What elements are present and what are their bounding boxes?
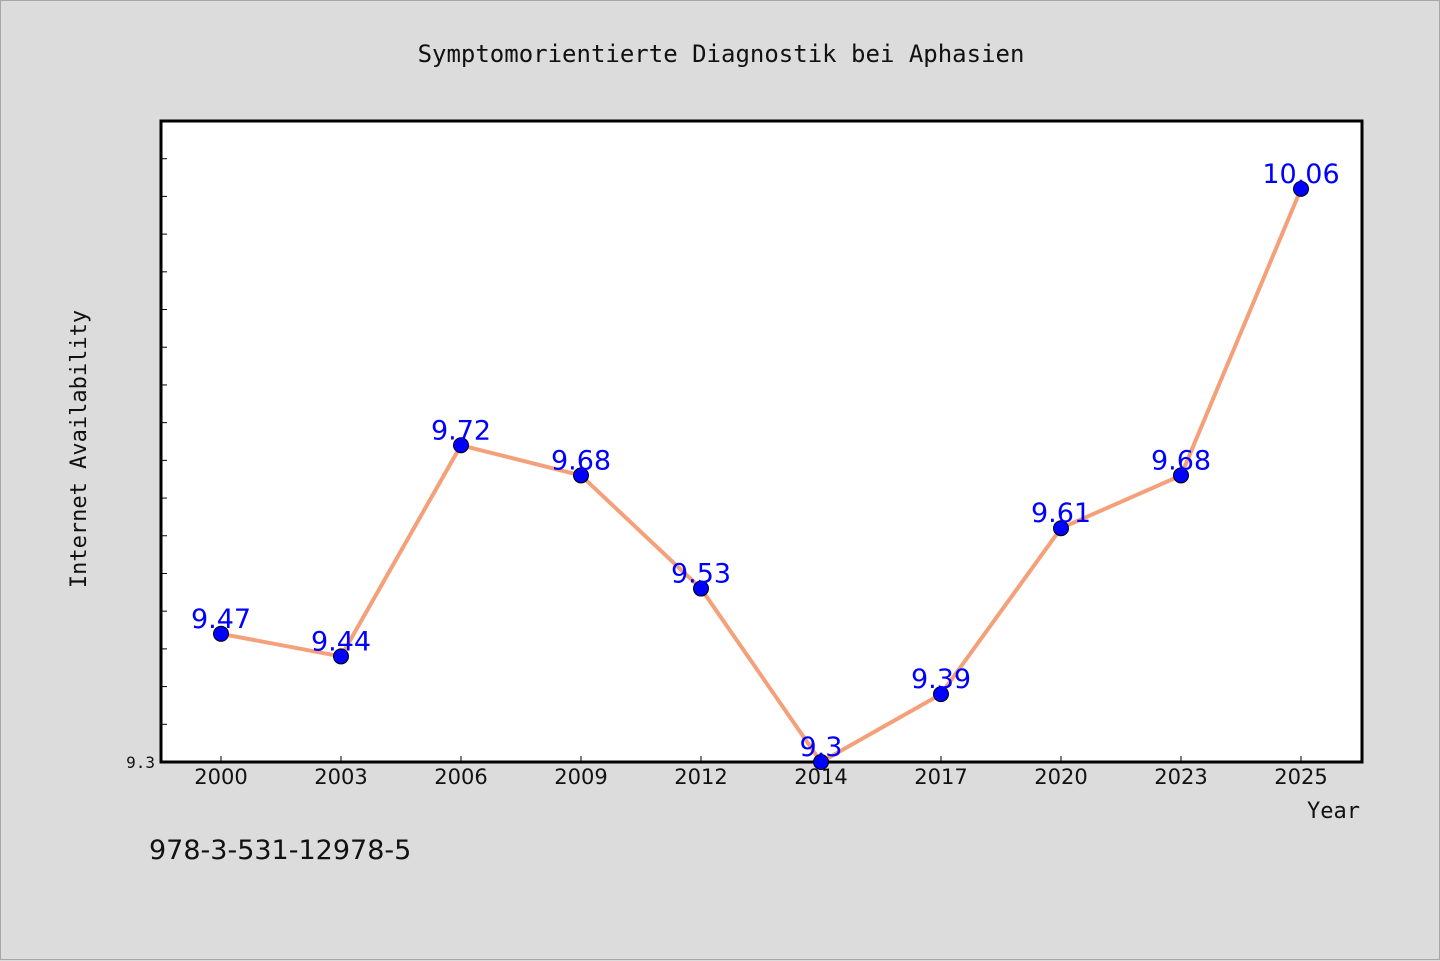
chart-title: Symptomorientierte Diagnostik bei Aphasi… bbox=[418, 40, 1025, 68]
data-label: 9.53 bbox=[671, 559, 731, 590]
data-label: 9.44 bbox=[311, 626, 371, 657]
isbn-text: 978-3-531-12978-5 bbox=[149, 835, 412, 866]
x-tick-label: 2023 bbox=[1154, 765, 1207, 789]
data-point bbox=[333, 648, 349, 665]
data-label: 9.47 bbox=[191, 604, 251, 635]
data-label: 9.68 bbox=[1151, 445, 1211, 476]
x-tick-label: 2020 bbox=[1034, 765, 1087, 789]
x-tick-label: 2003 bbox=[314, 765, 367, 789]
data-point bbox=[1173, 467, 1189, 484]
x-tick-label: 2012 bbox=[674, 765, 727, 789]
data-point bbox=[933, 686, 949, 703]
data-point bbox=[693, 580, 709, 597]
plot-area bbox=[159, 119, 1364, 764]
x-tick-label: 2025 bbox=[1274, 765, 1327, 789]
data-labels: 9.47 9.44 9.72 9.68 9.53 9.3 9.39 9.61 9.68 10.06 bbox=[191, 159, 1340, 763]
data-point bbox=[813, 754, 829, 770]
data-label: 9.39 bbox=[911, 664, 971, 695]
x-tick-label: 2017 bbox=[914, 765, 967, 789]
x-axis-label: Year bbox=[1307, 799, 1360, 824]
data-label: 10.06 bbox=[1262, 159, 1339, 190]
data-label: 9.3 bbox=[800, 732, 843, 763]
data-point bbox=[1053, 520, 1069, 537]
y-axis-label: Internet Availability bbox=[67, 310, 92, 588]
data-label: 9.72 bbox=[431, 415, 491, 446]
x-tick-label: 2000 bbox=[194, 765, 247, 789]
series-line bbox=[219, 186, 1303, 764]
y-tick-label: 9.3 bbox=[126, 753, 155, 772]
data-point bbox=[573, 467, 589, 484]
data-label: 9.68 bbox=[551, 445, 611, 476]
data-point bbox=[213, 625, 229, 642]
data-point bbox=[453, 437, 469, 454]
data-points bbox=[213, 180, 1309, 770]
data-label: 9.61 bbox=[1031, 498, 1091, 529]
x-tick-label: 2009 bbox=[554, 765, 607, 789]
series-line-group bbox=[219, 186, 1303, 764]
data-point bbox=[1293, 180, 1309, 197]
x-tick-label: 2006 bbox=[434, 765, 487, 789]
y-axis-ticks: 9.3 bbox=[126, 120, 167, 772]
